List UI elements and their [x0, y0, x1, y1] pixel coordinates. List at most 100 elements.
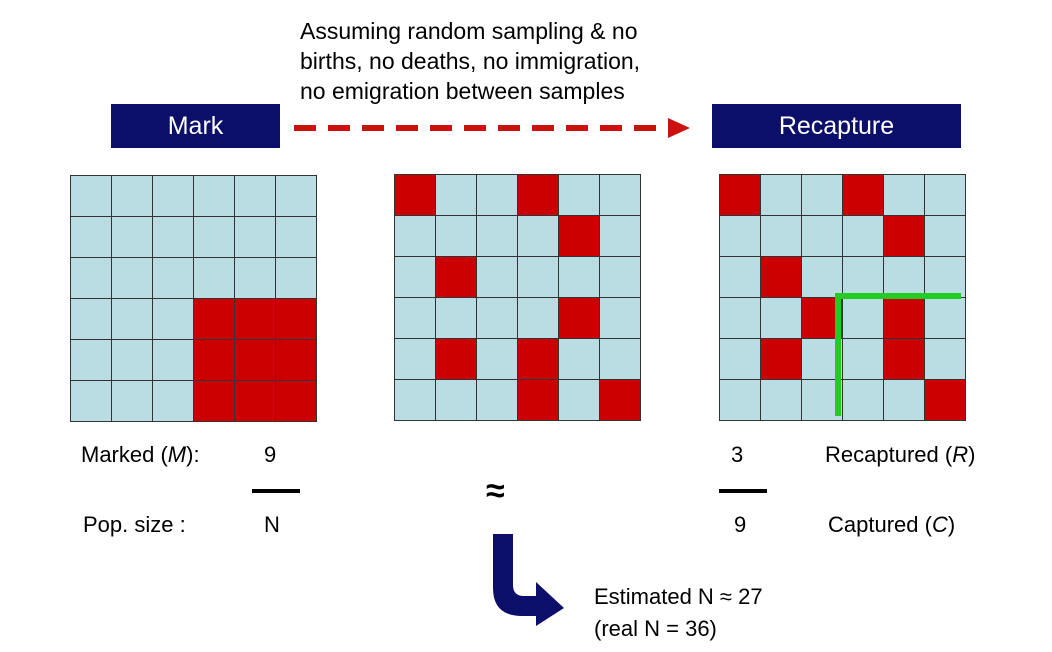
- unmarked-cell: [395, 339, 435, 379]
- mark-label: Mark: [167, 111, 224, 140]
- unmarked-cell: [153, 217, 193, 257]
- unmarked-cell: [761, 298, 801, 338]
- marked-cell: [276, 381, 316, 421]
- pop-size-value: N: [264, 512, 280, 537]
- unmarked-cell: [802, 339, 842, 379]
- unmarked-cell: [477, 257, 517, 297]
- marked-cell: [884, 216, 924, 256]
- recaptured-value: 3: [731, 442, 744, 467]
- marked-cell: [884, 339, 924, 379]
- unmarked-cell: [153, 176, 193, 216]
- captured-value: 9: [734, 512, 747, 537]
- unmarked-cell: [276, 258, 316, 298]
- unmarked-cell: [112, 299, 152, 339]
- marked-cell: [884, 298, 924, 338]
- unmarked-cell: [600, 175, 640, 215]
- unmarked-cell: [477, 216, 517, 256]
- unmarked-cell: [559, 257, 599, 297]
- unmarked-cell: [436, 380, 476, 420]
- pop-size-label: Pop. size :: [83, 512, 186, 537]
- unmarked-cell: [71, 299, 111, 339]
- unmarked-cell: [559, 175, 599, 215]
- curved-arrow-shape: [493, 534, 564, 626]
- unmarked-cell: [153, 340, 193, 380]
- unmarked-cell: [720, 380, 760, 420]
- marked-cell: [436, 257, 476, 297]
- marked-cell: [761, 339, 801, 379]
- unmarked-cell: [395, 298, 435, 338]
- unmarked-cell: [600, 339, 640, 379]
- unmarked-cell: [802, 257, 842, 297]
- unmarked-cell: [112, 258, 152, 298]
- unmarked-cell: [477, 339, 517, 379]
- unmarked-cell: [559, 339, 599, 379]
- recapture-label: Recapture: [778, 111, 895, 140]
- unmarked-cell: [235, 176, 275, 216]
- unmarked-cell: [802, 175, 842, 215]
- unmarked-cell: [71, 340, 111, 380]
- dashed-arrow-head: [668, 118, 690, 138]
- marked-cell: [436, 339, 476, 379]
- marked-cell: [194, 299, 234, 339]
- marked-label: Marked (M):: [81, 442, 200, 467]
- unmarked-cell: [71, 381, 111, 421]
- unmarked-cell: [112, 176, 152, 216]
- unmarked-cell: [194, 176, 234, 216]
- recaptured-label: Recaptured (R): [825, 442, 976, 467]
- marked-cell: [395, 175, 435, 215]
- unmarked-cell: [720, 257, 760, 297]
- mark-label-box: Mark: [111, 104, 280, 148]
- recapture-label-box: Recapture: [712, 104, 961, 148]
- unmarked-cell: [884, 175, 924, 215]
- marked-cell: [235, 381, 275, 421]
- right-fraction-line: [719, 489, 767, 493]
- unmarked-cell: [276, 217, 316, 257]
- marked-cell: [720, 175, 760, 215]
- unmarked-cell: [71, 217, 111, 257]
- unmarked-cell: [761, 175, 801, 215]
- assumption-text: Assuming random sampling & no births, no…: [300, 16, 720, 106]
- unmarked-cell: [843, 380, 883, 420]
- marked-cell: [600, 380, 640, 420]
- unmarked-cell: [436, 216, 476, 256]
- unmarked-cell: [518, 216, 558, 256]
- marked-cell: [559, 298, 599, 338]
- marked-cell: [194, 381, 234, 421]
- unmarked-cell: [112, 217, 152, 257]
- curved-arrow-icon: [493, 534, 564, 626]
- unmarked-cell: [477, 380, 517, 420]
- unmarked-cell: [600, 298, 640, 338]
- unmarked-cell: [395, 216, 435, 256]
- unmarked-cell: [395, 257, 435, 297]
- unmarked-cell: [395, 380, 435, 420]
- marked-value: 9: [264, 442, 277, 467]
- unmarked-cell: [925, 298, 965, 338]
- unmarked-cell: [720, 216, 760, 256]
- assumption-line-2: births, no deaths, no immigration,: [300, 48, 641, 74]
- unmarked-cell: [235, 258, 275, 298]
- estimate-line-1: Estimated N ≈ 27: [594, 584, 763, 609]
- unmarked-cell: [925, 216, 965, 256]
- unmarked-cell: [802, 216, 842, 256]
- marked-cell: [925, 380, 965, 420]
- unmarked-cell: [477, 298, 517, 338]
- unmarked-cell: [884, 380, 924, 420]
- unmarked-cell: [843, 257, 883, 297]
- unmarked-cell: [600, 257, 640, 297]
- unmarked-cell: [153, 299, 193, 339]
- marked-cell: [518, 339, 558, 379]
- unmarked-cell: [477, 175, 517, 215]
- unmarked-cell: [925, 175, 965, 215]
- unmarked-cell: [720, 339, 760, 379]
- marked-cell: [761, 257, 801, 297]
- unmarked-cell: [884, 257, 924, 297]
- unmarked-cell: [112, 340, 152, 380]
- marked-cell: [559, 216, 599, 256]
- unmarked-cell: [436, 298, 476, 338]
- unmarked-cell: [194, 217, 234, 257]
- unmarked-cell: [925, 257, 965, 297]
- unmarked-cell: [518, 257, 558, 297]
- dashed-arrow-icon: [294, 118, 690, 138]
- captured-label: Captured (C): [828, 512, 956, 537]
- marked-cell: [843, 175, 883, 215]
